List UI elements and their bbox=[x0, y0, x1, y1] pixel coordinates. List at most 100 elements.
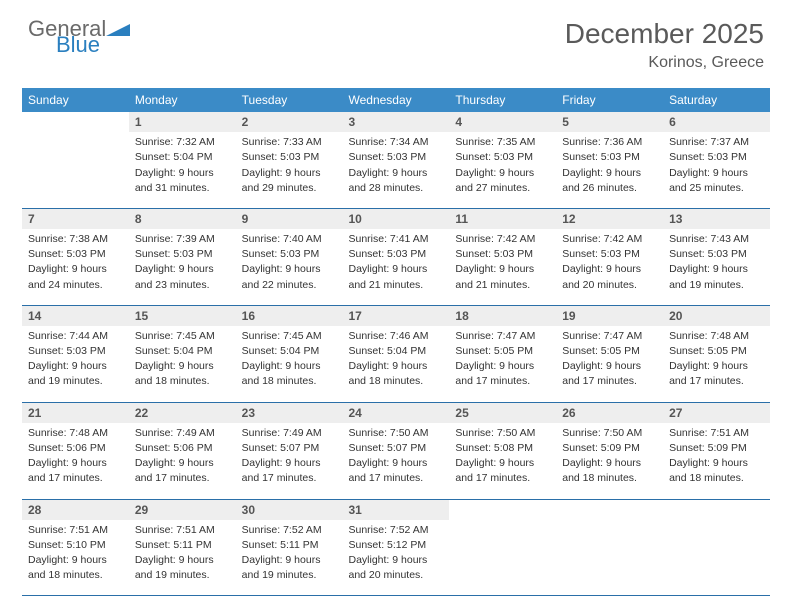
sunrise-text: Sunrise: 7:40 AM bbox=[242, 232, 337, 246]
sunrise-text: Sunrise: 7:52 AM bbox=[242, 523, 337, 537]
dl1-text: Daylight: 9 hours bbox=[562, 166, 657, 180]
weekday-header: Sunday bbox=[22, 88, 129, 112]
sunset-text: Sunset: 5:03 PM bbox=[242, 150, 337, 164]
dl2-text: and 18 minutes. bbox=[28, 568, 123, 582]
day-content-cell bbox=[663, 520, 770, 596]
sunset-text: Sunset: 5:04 PM bbox=[135, 150, 230, 164]
sunset-text: Sunset: 5:07 PM bbox=[349, 441, 444, 455]
day-number-cell: 1 bbox=[129, 112, 236, 132]
dl1-text: Daylight: 9 hours bbox=[349, 262, 444, 276]
dl2-text: and 18 minutes. bbox=[242, 374, 337, 388]
day-number-cell: 2 bbox=[236, 112, 343, 132]
calendar-header-row: SundayMondayTuesdayWednesdayThursdayFrid… bbox=[22, 88, 770, 112]
title-block: December 2025 Korinos, Greece bbox=[565, 18, 764, 72]
day-content-cell: Sunrise: 7:47 AMSunset: 5:05 PMDaylight:… bbox=[449, 326, 556, 402]
sunrise-text: Sunrise: 7:41 AM bbox=[349, 232, 444, 246]
day-number-row: 28293031 bbox=[22, 499, 770, 520]
sunrise-text: Sunrise: 7:48 AM bbox=[669, 329, 764, 343]
dl2-text: and 20 minutes. bbox=[349, 568, 444, 582]
dl2-text: and 17 minutes. bbox=[562, 374, 657, 388]
sunset-text: Sunset: 5:03 PM bbox=[669, 247, 764, 261]
month-title: December 2025 bbox=[565, 18, 764, 50]
day-number-row: 21222324252627 bbox=[22, 402, 770, 423]
logo-text-blue: Blue bbox=[56, 34, 130, 56]
dl2-text: and 18 minutes. bbox=[135, 374, 230, 388]
day-number-cell: 31 bbox=[343, 499, 450, 520]
day-content-cell: Sunrise: 7:42 AMSunset: 5:03 PMDaylight:… bbox=[556, 229, 663, 305]
day-content-cell bbox=[449, 520, 556, 596]
dl1-text: Daylight: 9 hours bbox=[135, 456, 230, 470]
sunrise-text: Sunrise: 7:36 AM bbox=[562, 135, 657, 149]
sunrise-text: Sunrise: 7:51 AM bbox=[135, 523, 230, 537]
sunset-text: Sunset: 5:03 PM bbox=[28, 247, 123, 261]
day-content-row: Sunrise: 7:48 AMSunset: 5:06 PMDaylight:… bbox=[22, 423, 770, 499]
dl2-text: and 17 minutes. bbox=[349, 471, 444, 485]
dl1-text: Daylight: 9 hours bbox=[562, 262, 657, 276]
dl1-text: Daylight: 9 hours bbox=[135, 359, 230, 373]
dl2-text: and 17 minutes. bbox=[135, 471, 230, 485]
weekday-header: Saturday bbox=[663, 88, 770, 112]
day-number-row: 14151617181920 bbox=[22, 305, 770, 326]
day-content-cell: Sunrise: 7:46 AMSunset: 5:04 PMDaylight:… bbox=[343, 326, 450, 402]
dl1-text: Daylight: 9 hours bbox=[349, 166, 444, 180]
sunset-text: Sunset: 5:05 PM bbox=[669, 344, 764, 358]
dl2-text: and 19 minutes. bbox=[135, 568, 230, 582]
sunset-text: Sunset: 5:04 PM bbox=[135, 344, 230, 358]
sunset-text: Sunset: 5:03 PM bbox=[455, 247, 550, 261]
day-number-cell bbox=[22, 112, 129, 132]
dl2-text: and 18 minutes. bbox=[349, 374, 444, 388]
page-header: General Blue December 2025 Korinos, Gree… bbox=[0, 0, 792, 80]
day-content-cell: Sunrise: 7:38 AMSunset: 5:03 PMDaylight:… bbox=[22, 229, 129, 305]
sunset-text: Sunset: 5:04 PM bbox=[349, 344, 444, 358]
sunrise-text: Sunrise: 7:38 AM bbox=[28, 232, 123, 246]
day-number-cell: 13 bbox=[663, 208, 770, 229]
sunrise-text: Sunrise: 7:45 AM bbox=[242, 329, 337, 343]
day-content-cell: Sunrise: 7:49 AMSunset: 5:07 PMDaylight:… bbox=[236, 423, 343, 499]
sunrise-text: Sunrise: 7:44 AM bbox=[28, 329, 123, 343]
day-number-cell: 27 bbox=[663, 402, 770, 423]
sunrise-text: Sunrise: 7:47 AM bbox=[455, 329, 550, 343]
day-content-cell: Sunrise: 7:43 AMSunset: 5:03 PMDaylight:… bbox=[663, 229, 770, 305]
day-number-cell: 3 bbox=[343, 112, 450, 132]
dl2-text: and 23 minutes. bbox=[135, 278, 230, 292]
dl2-text: and 29 minutes. bbox=[242, 181, 337, 195]
dl2-text: and 19 minutes. bbox=[242, 568, 337, 582]
day-content-cell: Sunrise: 7:52 AMSunset: 5:12 PMDaylight:… bbox=[343, 520, 450, 596]
sunset-text: Sunset: 5:10 PM bbox=[28, 538, 123, 552]
day-number-cell: 22 bbox=[129, 402, 236, 423]
sunrise-text: Sunrise: 7:49 AM bbox=[242, 426, 337, 440]
day-number-cell: 5 bbox=[556, 112, 663, 132]
weekday-header: Thursday bbox=[449, 88, 556, 112]
dl2-text: and 17 minutes. bbox=[455, 471, 550, 485]
dl1-text: Daylight: 9 hours bbox=[455, 456, 550, 470]
sunset-text: Sunset: 5:03 PM bbox=[669, 150, 764, 164]
sunrise-text: Sunrise: 7:50 AM bbox=[455, 426, 550, 440]
dl2-text: and 18 minutes. bbox=[562, 471, 657, 485]
day-number-cell: 28 bbox=[22, 499, 129, 520]
dl1-text: Daylight: 9 hours bbox=[28, 456, 123, 470]
day-content-cell: Sunrise: 7:50 AMSunset: 5:09 PMDaylight:… bbox=[556, 423, 663, 499]
day-number-cell: 8 bbox=[129, 208, 236, 229]
weekday-header: Tuesday bbox=[236, 88, 343, 112]
sunrise-text: Sunrise: 7:42 AM bbox=[455, 232, 550, 246]
day-content-cell: Sunrise: 7:44 AMSunset: 5:03 PMDaylight:… bbox=[22, 326, 129, 402]
day-content-cell: Sunrise: 7:36 AMSunset: 5:03 PMDaylight:… bbox=[556, 132, 663, 208]
day-number-cell: 11 bbox=[449, 208, 556, 229]
sunrise-text: Sunrise: 7:39 AM bbox=[135, 232, 230, 246]
day-content-cell: Sunrise: 7:48 AMSunset: 5:06 PMDaylight:… bbox=[22, 423, 129, 499]
sunset-text: Sunset: 5:06 PM bbox=[135, 441, 230, 455]
day-content-cell bbox=[22, 132, 129, 208]
day-number-cell: 15 bbox=[129, 305, 236, 326]
sunset-text: Sunset: 5:05 PM bbox=[455, 344, 550, 358]
dl1-text: Daylight: 9 hours bbox=[455, 359, 550, 373]
logo: General Blue bbox=[28, 18, 130, 56]
sunset-text: Sunset: 5:08 PM bbox=[455, 441, 550, 455]
sunrise-text: Sunrise: 7:32 AM bbox=[135, 135, 230, 149]
day-number-cell: 18 bbox=[449, 305, 556, 326]
sunrise-text: Sunrise: 7:50 AM bbox=[562, 426, 657, 440]
dl1-text: Daylight: 9 hours bbox=[242, 262, 337, 276]
dl2-text: and 19 minutes. bbox=[669, 278, 764, 292]
sunrise-text: Sunrise: 7:43 AM bbox=[669, 232, 764, 246]
day-content-row: Sunrise: 7:38 AMSunset: 5:03 PMDaylight:… bbox=[22, 229, 770, 305]
sunrise-text: Sunrise: 7:34 AM bbox=[349, 135, 444, 149]
